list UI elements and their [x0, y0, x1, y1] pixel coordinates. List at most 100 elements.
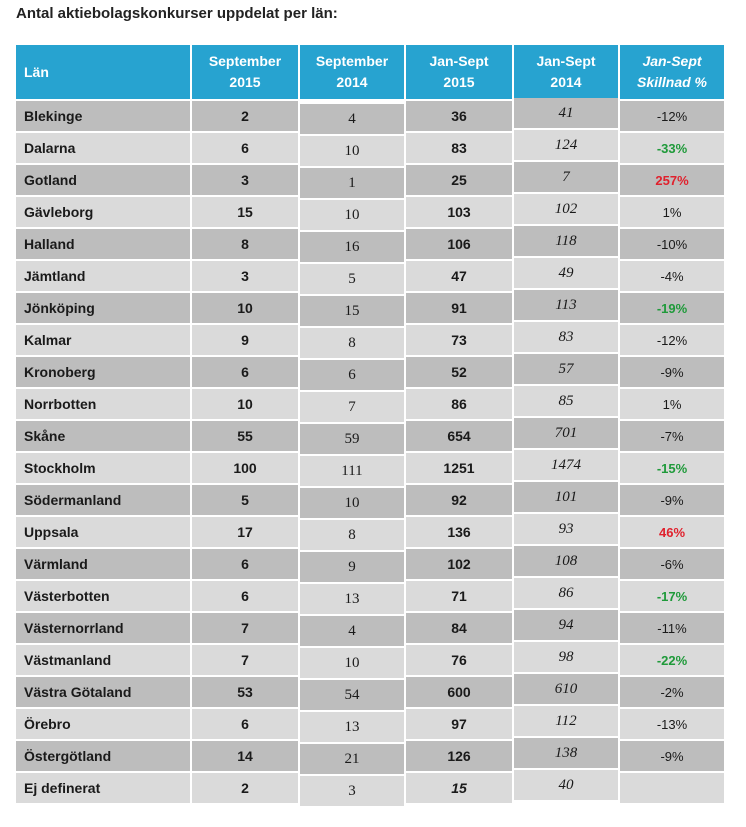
cell-jan-sept-2015: 86 [406, 389, 512, 419]
cell-skillnad: 257% [620, 165, 724, 195]
cell-jan-sept-2015: 654 [406, 421, 512, 451]
table-row: Södermanland 5 10 92 101 -9% [16, 482, 724, 518]
cell-skillnad: -33% [620, 133, 724, 163]
cell-lan: Uppsala [16, 517, 190, 547]
cell-september-2014: 9 [300, 552, 404, 582]
cell-skillnad [620, 773, 724, 803]
cell-september-2015: 6 [192, 581, 298, 611]
cell-september-2015: 3 [192, 165, 298, 195]
cell-jan-sept-2015: 103 [406, 197, 512, 227]
table-row: Dalarna 6 10 83 124 -33% [16, 130, 724, 166]
header-skillnad: Jan-Sept Skillnad % [620, 45, 724, 99]
table-row: Västmanland 7 10 76 98 -22% [16, 642, 724, 678]
cell-lan: Örebro [16, 709, 190, 739]
cell-jan-sept-2014: 93 [514, 514, 618, 544]
cell-september-2015: 10 [192, 389, 298, 419]
header-september-2015: September 2015 [192, 45, 298, 99]
cell-september-2015: 15 [192, 197, 298, 227]
cell-lan: Ej definerat [16, 773, 190, 803]
cell-skillnad: 1% [620, 389, 724, 419]
cell-skillnad: -19% [620, 293, 724, 323]
cell-jan-sept-2014: 98 [514, 642, 618, 672]
table-row: Gävleborg 15 10 103 102 1% [16, 194, 724, 230]
cell-lan: Halland [16, 229, 190, 259]
cell-lan: Västernorrland [16, 613, 190, 643]
header-lan: Län [16, 45, 190, 99]
header-september-2014: September 2014 [300, 45, 404, 99]
cell-jan-sept-2014: 610 [514, 674, 618, 704]
table-row: Uppsala 17 8 136 93 46% [16, 514, 724, 550]
cell-skillnad: 46% [620, 517, 724, 547]
cell-september-2014: 10 [300, 200, 404, 230]
cell-lan: Västmanland [16, 645, 190, 675]
cell-jan-sept-2014: 113 [514, 290, 618, 320]
cell-september-2014: 13 [300, 712, 404, 742]
cell-lan: Södermanland [16, 485, 190, 515]
cell-lan: Norrbotten [16, 389, 190, 419]
cell-skillnad: -7% [620, 421, 724, 451]
cell-jan-sept-2015: 15 [406, 773, 512, 803]
cell-lan: Kalmar [16, 325, 190, 355]
cell-jan-sept-2014: 124 [514, 130, 618, 160]
cell-lan: Gävleborg [16, 197, 190, 227]
table-row: Jämtland 3 5 47 49 -4% [16, 258, 724, 294]
cell-jan-sept-2014: 85 [514, 386, 618, 416]
cell-lan: Västerbotten [16, 581, 190, 611]
cell-jan-sept-2014: 1474 [514, 450, 618, 480]
table-row: Kronoberg 6 6 52 57 -9% [16, 354, 724, 390]
cell-skillnad: -9% [620, 357, 724, 387]
table-row: Gotland 3 1 25 7 257% [16, 162, 724, 198]
header-jan-sept-2015: Jan-Sept 2015 [406, 45, 512, 99]
bankruptcy-table: Län September 2015 September 2014 Jan-Sept… [14, 43, 726, 806]
cell-jan-sept-2015: 25 [406, 165, 512, 195]
cell-jan-sept-2014: 83 [514, 322, 618, 352]
cell-lan: Västra Götaland [16, 677, 190, 707]
cell-september-2015: 55 [192, 421, 298, 451]
cell-skillnad: -15% [620, 453, 724, 483]
cell-september-2015: 3 [192, 261, 298, 291]
cell-jan-sept-2014: 86 [514, 578, 618, 608]
cell-skillnad: 1% [620, 197, 724, 227]
cell-september-2015: 53 [192, 677, 298, 707]
cell-lan: Jönköping [16, 293, 190, 323]
cell-september-2014: 59 [300, 424, 404, 454]
cell-jan-sept-2014: 118 [514, 226, 618, 256]
cell-jan-sept-2015: 126 [406, 741, 512, 771]
table-row: Västernorrland 7 4 84 94 -11% [16, 610, 724, 646]
table-row: Ej definerat 2 3 15 40 [16, 770, 724, 806]
cell-jan-sept-2015: 136 [406, 517, 512, 547]
cell-jan-sept-2014: 41 [514, 98, 618, 128]
cell-skillnad: -10% [620, 229, 724, 259]
cell-jan-sept-2015: 83 [406, 133, 512, 163]
cell-lan: Jämtland [16, 261, 190, 291]
cell-jan-sept-2015: 600 [406, 677, 512, 707]
cell-skillnad: -12% [620, 325, 724, 355]
cell-jan-sept-2015: 84 [406, 613, 512, 643]
cell-september-2014: 10 [300, 488, 404, 518]
cell-september-2015: 6 [192, 357, 298, 387]
cell-september-2015: 7 [192, 645, 298, 675]
cell-skillnad: -2% [620, 677, 724, 707]
page-title: Antal aktiebolagskonkurser uppdelat per … [16, 5, 338, 22]
cell-september-2015: 5 [192, 485, 298, 515]
cell-skillnad: -6% [620, 549, 724, 579]
header-jan-sept-2014: Jan-Sept 2014 [514, 45, 618, 99]
cell-september-2015: 9 [192, 325, 298, 355]
cell-skillnad: -9% [620, 741, 724, 771]
cell-september-2015: 8 [192, 229, 298, 259]
cell-september-2014: 6 [300, 360, 404, 390]
cell-jan-sept-2015: 76 [406, 645, 512, 675]
cell-september-2015: 2 [192, 773, 298, 803]
cell-skillnad: -17% [620, 581, 724, 611]
cell-lan: Gotland [16, 165, 190, 195]
cell-september-2015: 2 [192, 101, 298, 131]
table-row: Kalmar 9 8 73 83 -12% [16, 322, 724, 358]
table-row: Norrbotten 10 7 86 85 1% [16, 386, 724, 422]
cell-september-2014: 16 [300, 232, 404, 262]
cell-skillnad: -11% [620, 613, 724, 643]
table-row: Stockholm 100 111 1251 1474 -15% [16, 450, 724, 486]
cell-september-2015: 7 [192, 613, 298, 643]
cell-jan-sept-2015: 71 [406, 581, 512, 611]
table-row: Halland 8 16 106 118 -10% [16, 226, 724, 262]
cell-skillnad: -22% [620, 645, 724, 675]
